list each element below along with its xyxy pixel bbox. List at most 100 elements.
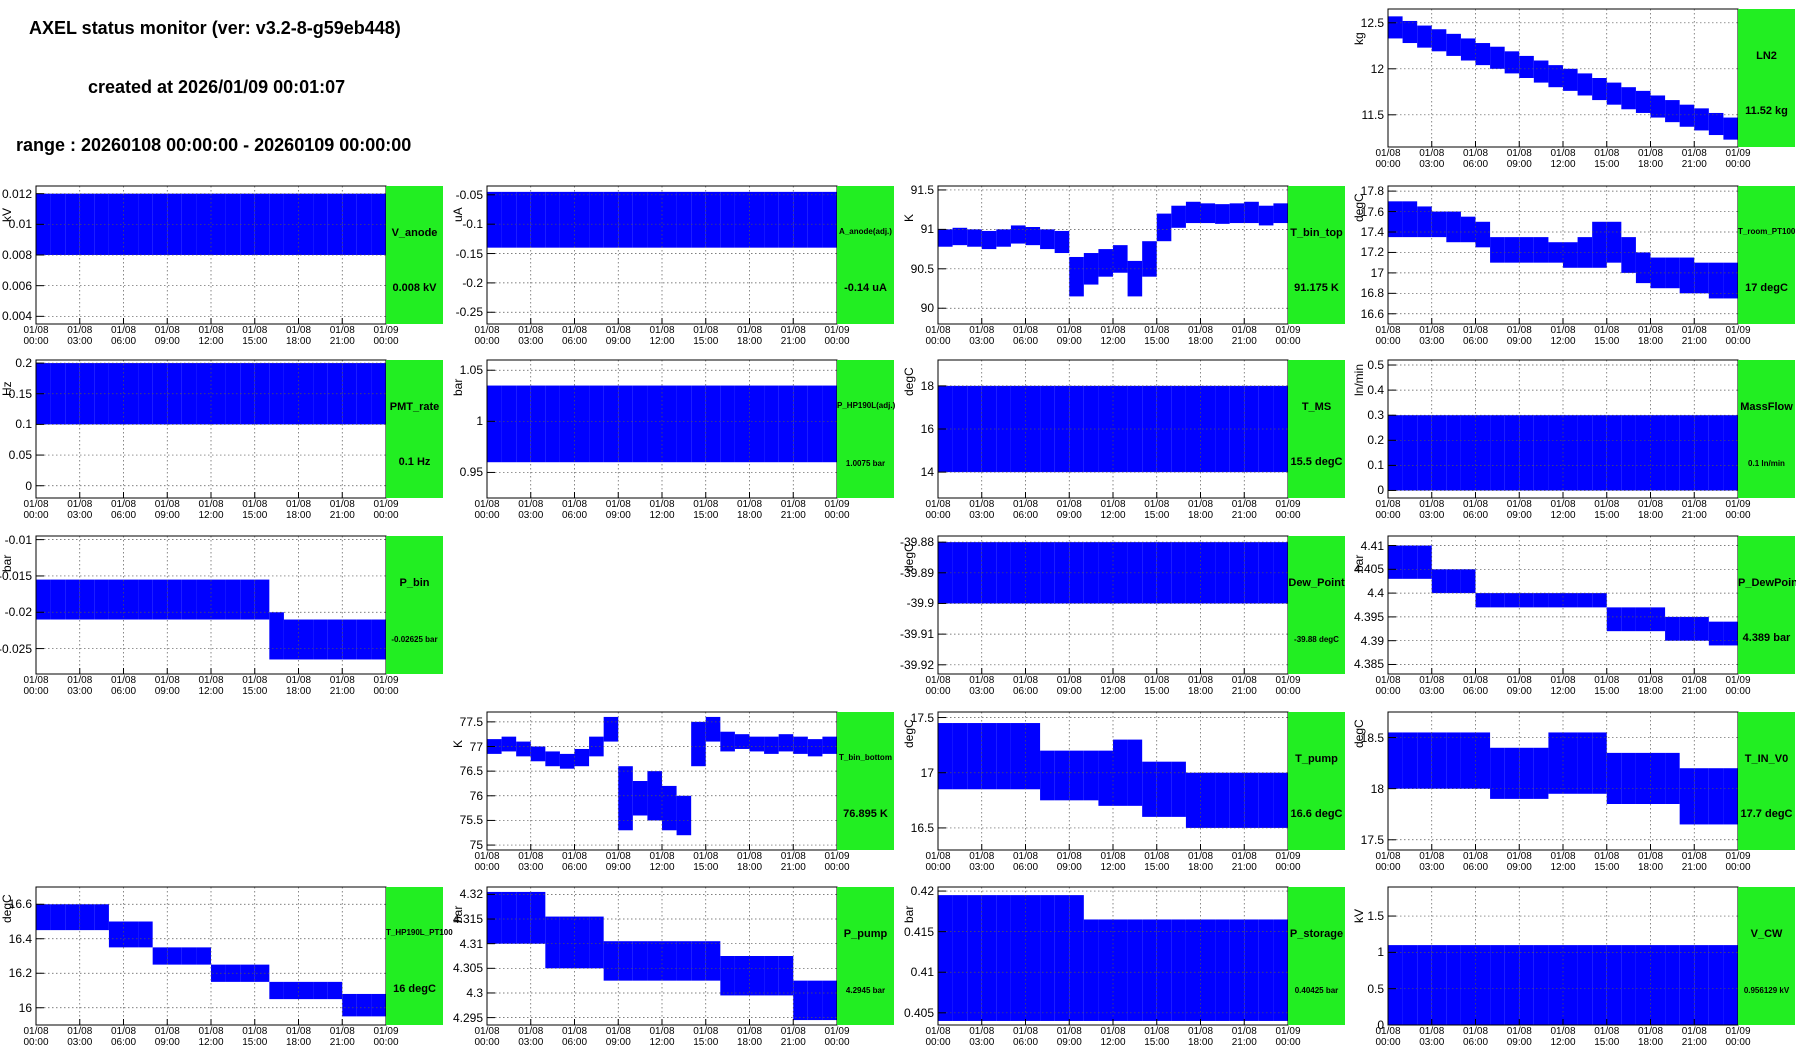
x-tick-label: 01/08 21:00 [1681,325,1707,347]
x-tick-label: 01/08 15:00 [693,499,719,521]
y-tick-label: 17 [920,765,934,780]
data-band [342,619,357,660]
data-band [1417,732,1432,789]
x-tick-label: 01/08 15:00 [242,1026,268,1048]
y-axis-label: kg [1352,32,1366,45]
y-tick-label: 0.5 [1367,358,1384,373]
data-band [1388,201,1403,238]
status-value: 76.895 K [843,807,888,820]
data-band [1446,415,1461,491]
data-band [181,947,197,965]
data-band [1665,100,1680,123]
status-box: P_DewPoint 4.389 bar [1738,536,1796,674]
data-band [269,981,284,1000]
x-tick-label: 01/09 00:00 [1275,851,1301,873]
data-band [1142,542,1157,604]
data-band [822,980,837,1021]
x-tick-label: 01/08 18:00 [1187,851,1214,873]
x-tick-label: 01/08 00:00 [23,325,49,347]
status-value: 16 degC [393,982,436,995]
x-tick-label: 01/08 21:00 [1231,325,1257,347]
data-band [720,191,735,248]
data-band [734,956,750,996]
data-band [1127,919,1143,1021]
data-band [167,579,182,620]
y-tick-label: 0.01 [8,217,32,232]
x-tick-label: 01/08 18:00 [285,1026,312,1048]
x-tick-label: 01/08 21:00 [780,499,806,521]
data-band [356,993,372,1017]
x-tick-label: 01/08 00:00 [23,499,49,521]
data-band [50,193,66,255]
data-band [1563,945,1578,1025]
data-band [778,191,794,248]
y-axis-label: kV [1352,908,1366,923]
data-band [342,363,357,425]
x-tick-label: 01/08 21:00 [329,499,355,521]
x-tick-label: 01/08 21:00 [780,325,806,347]
status-box: Dew_Point -39.88 degC [1288,536,1345,674]
status-box: MassFlow 0.1 ln/min [1738,360,1795,498]
data-band [1402,20,1418,44]
data-band [764,956,779,996]
data-band [559,385,575,463]
y-axis-label: degC [1352,193,1366,222]
data-band [952,723,968,790]
status-name: T_bin_top [1290,227,1343,240]
data-band [1490,46,1505,69]
status-box: T_HP190L_PT100 16 degC [386,887,453,1025]
data-band [1040,229,1055,250]
y-tick-label: 0.012 [1,186,32,201]
data-band [1577,73,1593,96]
status-name: T_room_PT100 [1738,227,1796,237]
data-band [1171,205,1186,228]
x-tick-label: 01/08 06:00 [110,499,137,521]
x-tick-label: 01/09 00:00 [824,851,850,873]
data-band [1185,201,1201,224]
x-tick-label: 01/08 03:00 [518,851,544,873]
x-tick-label: 01/08 15:00 [242,325,268,347]
data-band [618,766,633,831]
data-band [1504,51,1520,74]
x-tick-label: 01/08 09:00 [1506,675,1532,697]
data-band [1402,732,1418,789]
x-tick-label: 01/08 00:00 [474,325,500,347]
status-box: PMT_rate 0.1 Hz [386,360,443,498]
x-tick-label: 01/08 06:00 [110,1026,137,1048]
y-tick-label: 12 [1370,61,1384,76]
status-box: A_anode(adj.) -0.14 uA [837,186,894,324]
data-band [938,723,953,790]
data-band [79,363,95,425]
data-band [822,191,837,248]
data-band [749,385,765,463]
x-tick-label: 01/08 09:00 [154,325,180,347]
data-band [1592,945,1607,1025]
y-tick-label: 1.05 [459,363,483,378]
data-band [603,716,619,742]
y-tick-label: 17.6 [1360,204,1384,219]
data-band [1185,385,1201,473]
data-band [720,385,735,463]
x-tick-label: 01/09 00:00 [824,499,850,521]
y-tick-label: 0.42 [910,884,934,899]
data-band [1156,542,1172,604]
data-band [618,191,633,248]
data-band [952,542,968,604]
data-band [1694,616,1709,641]
x-tick-label: 01/08 12:00 [649,325,675,347]
data-band [1533,945,1549,1025]
data-band [1650,752,1666,804]
data-band [1723,262,1738,299]
data-band [1563,415,1578,491]
x-tick-label: 01/09 00:00 [1725,148,1751,170]
x-tick-label: 01/08 18:00 [285,325,312,347]
x-tick-label: 01/09 00:00 [1275,675,1301,697]
y-tick-label: -0.25 [455,305,483,320]
data-band [1490,747,1505,799]
x-tick-label: 01/08 15:00 [1144,851,1170,873]
y-axis-label: bar [902,905,916,923]
data-band [1402,945,1418,1025]
x-tick-label: 01/08 03:00 [518,499,544,521]
data-band [1431,211,1447,238]
data-band [1054,385,1070,473]
